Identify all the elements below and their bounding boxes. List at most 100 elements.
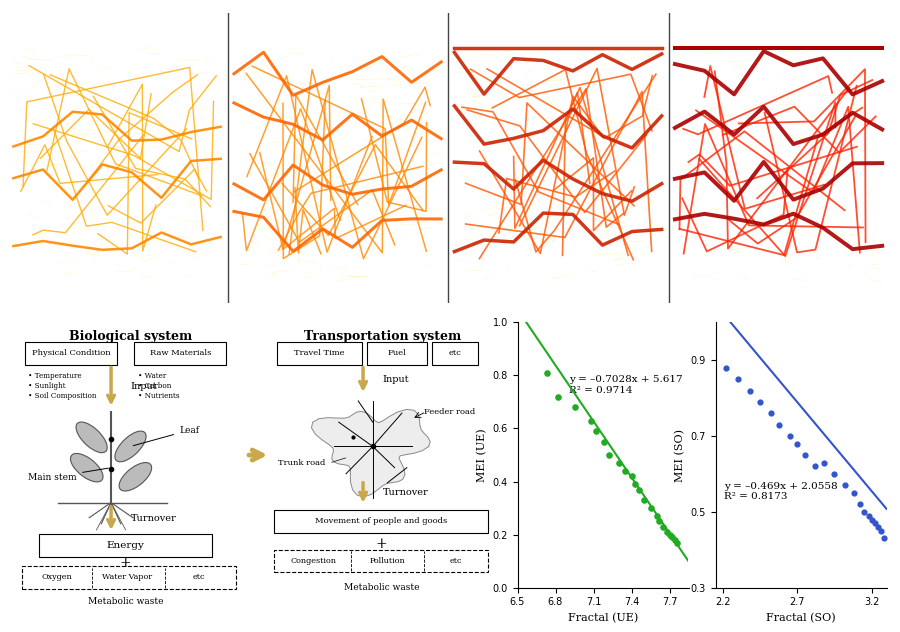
FancyBboxPatch shape — [134, 342, 227, 365]
Text: Turnover: Turnover — [130, 514, 176, 523]
Point — [877, 533, 891, 544]
Text: • Nutrients: • Nutrients — [138, 392, 179, 400]
Text: (c) Level 10: (c) Level 10 — [523, 33, 598, 46]
Text: Trunk road: Trunk road — [278, 459, 326, 467]
Point — [652, 516, 667, 526]
Text: • Temperature: • Temperature — [29, 372, 82, 380]
Point — [772, 420, 787, 430]
Text: +: + — [375, 537, 387, 551]
Text: (a) Level 1: (a) Level 1 — [86, 33, 153, 46]
Point — [868, 518, 882, 528]
Point — [601, 450, 616, 460]
Ellipse shape — [76, 422, 107, 453]
FancyBboxPatch shape — [6, 310, 255, 626]
Ellipse shape — [119, 463, 151, 491]
Point — [597, 437, 611, 447]
Point — [539, 368, 554, 378]
Text: Main stem: Main stem — [29, 468, 108, 482]
Text: etc: etc — [449, 557, 462, 565]
Text: Movement of people and goods: Movement of people and goods — [315, 518, 447, 525]
Point — [662, 530, 677, 540]
Point — [861, 511, 876, 521]
Text: Energy: Energy — [107, 541, 145, 550]
Text: y = –0.469x + 2.0558
R² = 0.8173: y = –0.469x + 2.0558 R² = 0.8173 — [724, 482, 838, 501]
Text: Pollution: Pollution — [370, 557, 405, 565]
Point — [742, 386, 757, 396]
Text: etc: etc — [193, 573, 205, 581]
FancyBboxPatch shape — [25, 342, 117, 365]
Point — [567, 402, 581, 412]
Point — [551, 392, 565, 402]
Polygon shape — [311, 410, 430, 497]
Text: Fuel: Fuel — [388, 349, 407, 357]
Text: Raw Materials: Raw Materials — [149, 349, 211, 357]
Point — [650, 511, 664, 521]
Text: • Soil Composition: • Soil Composition — [29, 392, 97, 400]
FancyBboxPatch shape — [432, 342, 479, 365]
Text: Transportation system: Transportation system — [304, 330, 461, 343]
Point — [763, 408, 778, 418]
FancyBboxPatch shape — [22, 566, 236, 589]
Text: Metabolic waste: Metabolic waste — [88, 597, 164, 606]
Point — [753, 397, 768, 407]
Point — [632, 485, 646, 495]
FancyBboxPatch shape — [40, 535, 212, 557]
Point — [625, 471, 639, 482]
Point — [870, 522, 885, 532]
Text: y = –0.7028x + 5.617
R² = 0.9714: y = –0.7028x + 5.617 R² = 0.9714 — [569, 375, 682, 395]
Point — [644, 503, 658, 513]
Text: Input: Input — [130, 382, 158, 391]
Text: • Water: • Water — [138, 372, 166, 380]
FancyBboxPatch shape — [274, 550, 488, 573]
Point — [790, 439, 805, 449]
Point — [719, 363, 733, 373]
Text: Metabolic waste: Metabolic waste — [344, 583, 419, 592]
Point — [808, 461, 823, 471]
Point — [668, 535, 682, 545]
Point — [797, 450, 812, 460]
Text: Travel Time: Travel Time — [294, 349, 345, 357]
Text: +: + — [120, 556, 131, 570]
Point — [827, 469, 842, 479]
Point — [618, 466, 633, 476]
FancyBboxPatch shape — [274, 510, 488, 533]
Point — [783, 431, 797, 441]
Text: Input: Input — [382, 375, 410, 384]
Text: (d) Level 16: (d) Level 16 — [742, 33, 819, 46]
Point — [857, 507, 871, 517]
Text: • Sunlight: • Sunlight — [29, 382, 66, 390]
Text: Oxygen: Oxygen — [41, 573, 72, 581]
Point — [864, 514, 878, 525]
Text: Feeder road: Feeder road — [424, 408, 475, 416]
Point — [838, 480, 852, 490]
Point — [847, 488, 861, 498]
Point — [589, 426, 603, 436]
Point — [852, 499, 867, 509]
Y-axis label: MEI (SO): MEI (SO) — [674, 428, 685, 482]
Point — [628, 479, 643, 489]
Text: Biological system: Biological system — [69, 330, 192, 343]
Point — [670, 538, 684, 548]
Point — [637, 495, 652, 505]
FancyBboxPatch shape — [277, 342, 362, 365]
Point — [817, 458, 832, 468]
Point — [584, 415, 598, 425]
Text: Congestion: Congestion — [290, 557, 337, 565]
Ellipse shape — [70, 453, 103, 482]
FancyBboxPatch shape — [258, 310, 507, 626]
FancyBboxPatch shape — [366, 342, 427, 365]
Y-axis label: MEI (UE): MEI (UE) — [476, 428, 487, 482]
Text: (b) Level 4: (b) Level 4 — [306, 33, 373, 46]
X-axis label: Fractal (UE): Fractal (UE) — [568, 613, 638, 623]
Text: Water Vapor: Water Vapor — [102, 573, 152, 581]
Text: Physical Condition: Physical Condition — [32, 349, 111, 357]
Text: Leaf: Leaf — [133, 426, 199, 446]
Text: etc: etc — [449, 349, 462, 357]
X-axis label: Fractal (SO): Fractal (SO) — [766, 613, 836, 623]
Point — [660, 527, 674, 537]
Point — [656, 521, 670, 532]
Point — [612, 458, 626, 468]
Point — [731, 374, 745, 384]
Text: Turnover: Turnover — [382, 488, 428, 497]
Text: • Carbon: • Carbon — [138, 382, 171, 390]
